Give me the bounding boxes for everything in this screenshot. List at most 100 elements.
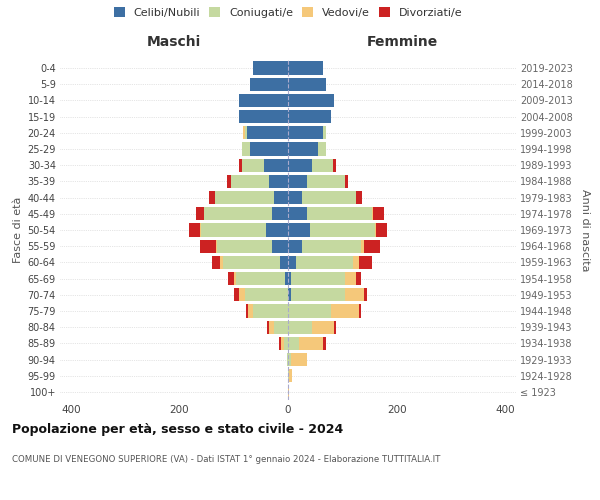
Bar xyxy=(288,158,313,172)
Bar xyxy=(359,256,372,269)
Bar xyxy=(245,126,247,140)
Bar xyxy=(236,272,285,285)
Bar xyxy=(313,320,334,334)
Bar xyxy=(288,369,289,382)
Bar xyxy=(239,288,245,302)
Text: Maschi: Maschi xyxy=(147,34,201,48)
Bar xyxy=(239,94,288,107)
Bar xyxy=(253,62,288,74)
Bar xyxy=(220,256,223,269)
Bar xyxy=(288,191,302,204)
Bar xyxy=(281,336,284,350)
Bar xyxy=(217,240,272,253)
Bar xyxy=(288,78,326,91)
Bar xyxy=(250,78,288,91)
Bar xyxy=(345,175,348,188)
Text: Femmine: Femmine xyxy=(367,34,437,48)
Bar xyxy=(288,207,307,220)
Bar xyxy=(288,353,291,366)
Bar xyxy=(201,224,266,236)
Bar xyxy=(285,272,288,285)
Bar xyxy=(280,256,288,269)
Bar xyxy=(215,191,274,204)
Bar xyxy=(345,272,356,285)
Bar xyxy=(333,158,336,172)
Bar xyxy=(268,320,269,334)
Bar xyxy=(239,110,288,124)
Y-axis label: Fasce di età: Fasce di età xyxy=(13,197,23,263)
Bar xyxy=(269,320,274,334)
Bar xyxy=(284,336,288,350)
Bar xyxy=(353,256,359,269)
Bar xyxy=(299,336,323,350)
Text: COMUNE DI VENEGONO SUPERIORE (VA) - Dati ISTAT 1° gennaio 2024 - Elaborazione TU: COMUNE DI VENEGONO SUPERIORE (VA) - Dati… xyxy=(12,455,440,464)
Bar xyxy=(272,240,288,253)
Bar xyxy=(288,126,323,140)
Bar xyxy=(231,175,269,188)
Bar xyxy=(334,320,336,334)
Bar xyxy=(345,288,364,302)
Bar xyxy=(188,224,200,236)
Bar xyxy=(288,175,307,188)
Bar xyxy=(245,288,288,302)
Bar xyxy=(288,256,296,269)
Bar xyxy=(253,304,288,318)
Bar xyxy=(361,240,364,253)
Bar xyxy=(242,158,263,172)
Bar xyxy=(364,288,367,302)
Bar xyxy=(375,224,376,236)
Bar xyxy=(307,175,345,188)
Bar xyxy=(274,320,288,334)
Bar xyxy=(323,126,326,140)
Bar xyxy=(307,207,372,220)
Bar xyxy=(200,224,201,236)
Bar xyxy=(289,369,292,382)
Bar xyxy=(280,336,281,350)
Bar xyxy=(196,207,204,220)
Bar xyxy=(364,240,380,253)
Bar xyxy=(247,126,288,140)
Bar xyxy=(302,191,356,204)
Bar xyxy=(227,175,231,188)
Bar xyxy=(302,240,361,253)
Bar xyxy=(266,224,288,236)
Bar xyxy=(288,320,313,334)
Text: Popolazione per età, sesso e stato civile - 2024: Popolazione per età, sesso e stato civil… xyxy=(12,422,343,436)
Bar xyxy=(323,336,326,350)
Bar xyxy=(310,224,375,236)
Bar xyxy=(313,158,333,172)
Bar xyxy=(287,353,288,366)
Bar xyxy=(234,288,239,302)
Bar xyxy=(288,62,323,74)
Bar xyxy=(250,142,288,156)
Legend: Celibi/Nubili, Coniugati/e, Vedovi/e, Divorziati/e: Celibi/Nubili, Coniugati/e, Vedovi/e, Di… xyxy=(109,2,467,22)
Bar xyxy=(269,175,288,188)
Bar xyxy=(212,256,220,269)
Bar xyxy=(288,94,334,107)
Bar xyxy=(234,272,236,285)
Bar xyxy=(376,224,388,236)
Bar xyxy=(228,272,234,285)
Bar xyxy=(216,240,217,253)
Bar xyxy=(288,336,299,350)
Bar xyxy=(288,142,318,156)
Bar xyxy=(291,288,345,302)
Bar xyxy=(288,110,331,124)
Bar xyxy=(272,207,288,220)
Bar xyxy=(200,240,216,253)
Bar xyxy=(288,240,302,253)
Bar xyxy=(239,158,242,172)
Bar xyxy=(372,207,373,220)
Bar xyxy=(244,126,245,140)
Bar xyxy=(373,207,384,220)
Bar xyxy=(296,256,353,269)
Bar xyxy=(356,191,362,204)
Bar xyxy=(288,272,291,285)
Bar xyxy=(223,256,280,269)
Bar xyxy=(288,304,331,318)
Bar xyxy=(318,142,326,156)
Y-axis label: Anni di nascita: Anni di nascita xyxy=(580,188,590,271)
Bar xyxy=(288,288,291,302)
Bar xyxy=(204,207,272,220)
Bar xyxy=(248,304,253,318)
